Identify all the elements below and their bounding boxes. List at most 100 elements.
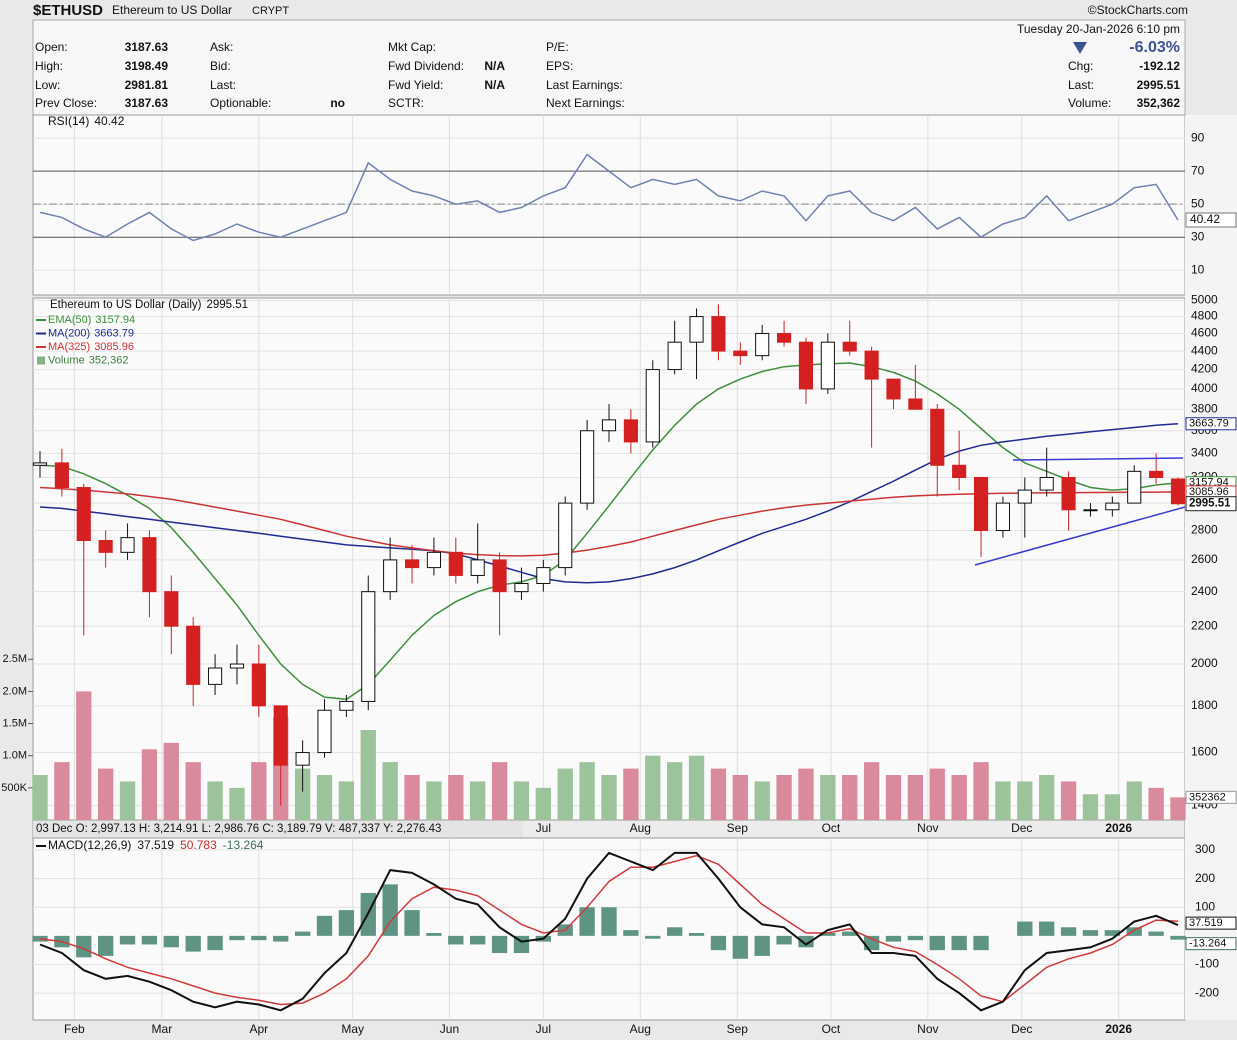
candle-body — [186, 625, 201, 685]
down-arrow — [1073, 42, 1087, 54]
volume-bar — [426, 781, 442, 820]
trend-line — [1012, 457, 1184, 461]
candle-body — [886, 378, 901, 400]
histogram-bar — [448, 935, 464, 945]
quote-label: Next Earnings: — [546, 96, 625, 110]
volume-bar — [1170, 797, 1186, 820]
histogram-bar — [732, 935, 748, 959]
candle-body — [645, 369, 660, 443]
volume-bar — [32, 775, 48, 820]
candle-body — [842, 341, 857, 352]
legend-value: 3157.94 — [95, 314, 135, 326]
legend-value: 3663.79 — [94, 327, 134, 339]
volume-bar — [404, 775, 420, 820]
quote-label: Fwd Yield: — [388, 78, 443, 92]
volume-bar — [185, 762, 201, 820]
moving-average — [39, 486, 1179, 557]
volume-bar — [294, 768, 311, 820]
volume-bar — [119, 781, 136, 820]
value-box — [1185, 790, 1237, 804]
value-box-label: 3085.96 — [1189, 486, 1229, 498]
legend-entry: EMA(50) 3157.94 — [48, 314, 135, 326]
last-value: 40.42 — [94, 114, 124, 128]
histogram-bar — [294, 931, 311, 936]
histogram-bar — [601, 907, 617, 936]
quote-value: 3187.63 — [125, 40, 169, 54]
histogram-bar — [207, 935, 223, 951]
last-value: 50.783 — [180, 838, 217, 852]
histogram-bar — [316, 915, 333, 936]
moving-average — [39, 423, 1179, 584]
quote-value: -192.12 — [1139, 59, 1180, 73]
histogram-bar — [119, 935, 136, 945]
volume-bar — [601, 775, 617, 820]
volume-bar — [360, 730, 376, 820]
candle-body — [1017, 489, 1032, 504]
y-tick-label: 70 — [1191, 163, 1205, 177]
volume-bar — [1060, 781, 1077, 820]
quote-value: no — [330, 96, 345, 110]
candle-body — [120, 537, 135, 553]
value-box — [1185, 916, 1237, 930]
quote-label: Chg: — [1068, 59, 1093, 73]
candle-body — [711, 316, 726, 352]
x-tick-label: Nov — [917, 821, 938, 835]
volume-bar — [1017, 781, 1033, 820]
histogram-bar — [666, 927, 683, 936]
legend-title: Ethereum to US Dollar (Daily) 2995.51 — [50, 299, 248, 311]
candle-body — [76, 487, 91, 542]
moving-average — [39, 362, 1179, 701]
cursor-box — [33, 821, 523, 837]
histogram-bar — [470, 935, 486, 945]
candle-body — [98, 540, 113, 553]
volume-tick-label: 2.0M — [3, 685, 27, 697]
x-tick-label: Oct — [822, 1022, 841, 1036]
candle-body — [404, 559, 420, 569]
histogram-bar — [1104, 930, 1121, 936]
value-box-label: 37.519 — [1189, 917, 1223, 929]
histogram-bar — [688, 933, 705, 936]
quote-label: EPS: — [546, 59, 573, 73]
volume-bar — [951, 775, 967, 820]
y-tick-label: 30 — [1191, 229, 1205, 243]
y-tick-label: 2600 — [1191, 552, 1218, 566]
value-box — [1185, 496, 1237, 512]
cursor-info: 03 Dec O: 2,997.13 H: 3,214.91 L: 2,986.… — [36, 823, 441, 835]
candle-body — [273, 705, 288, 766]
candle-body — [667, 341, 682, 371]
histogram-bar — [404, 910, 420, 936]
y-tick-label: 2000 — [1191, 656, 1218, 670]
legend-entry: MA(325) 3085.96 — [48, 341, 134, 353]
candle-body — [864, 350, 879, 380]
candle-body — [54, 462, 69, 489]
volume-bar — [995, 781, 1011, 820]
candle-body — [1127, 470, 1142, 504]
volume-bar — [929, 768, 945, 820]
histogram-bar — [776, 935, 792, 945]
value-box — [1185, 937, 1237, 951]
last-value: 37.519 — [137, 838, 174, 852]
y-tick-label: 3800 — [1191, 401, 1218, 415]
volume-bar — [382, 762, 398, 820]
candle-body — [448, 551, 463, 576]
histogram-bar — [338, 910, 355, 936]
volume-bar — [776, 775, 792, 820]
title: RSI(14) — [48, 114, 89, 128]
quote-label: SCTR: — [388, 96, 424, 110]
quote-date: Tuesday 20-Jan-2026 6:10 pm — [1017, 22, 1180, 36]
y-tick-label: 4600 — [1191, 326, 1218, 340]
histogram-bar — [1170, 935, 1186, 940]
candle-body — [733, 350, 748, 357]
volume-tick-label: 1.5M — [3, 717, 27, 729]
x-tick-label: Feb — [64, 1022, 85, 1036]
quote-label: High: — [35, 59, 63, 73]
candle-body — [339, 700, 354, 711]
volume-bar — [470, 781, 486, 820]
volume-bar — [513, 781, 530, 820]
y-tick-label: 1800 — [1191, 698, 1218, 712]
quote-label: Last: — [1068, 78, 1094, 92]
macd-line — [39, 851, 1179, 1012]
histogram-bar — [623, 930, 639, 936]
